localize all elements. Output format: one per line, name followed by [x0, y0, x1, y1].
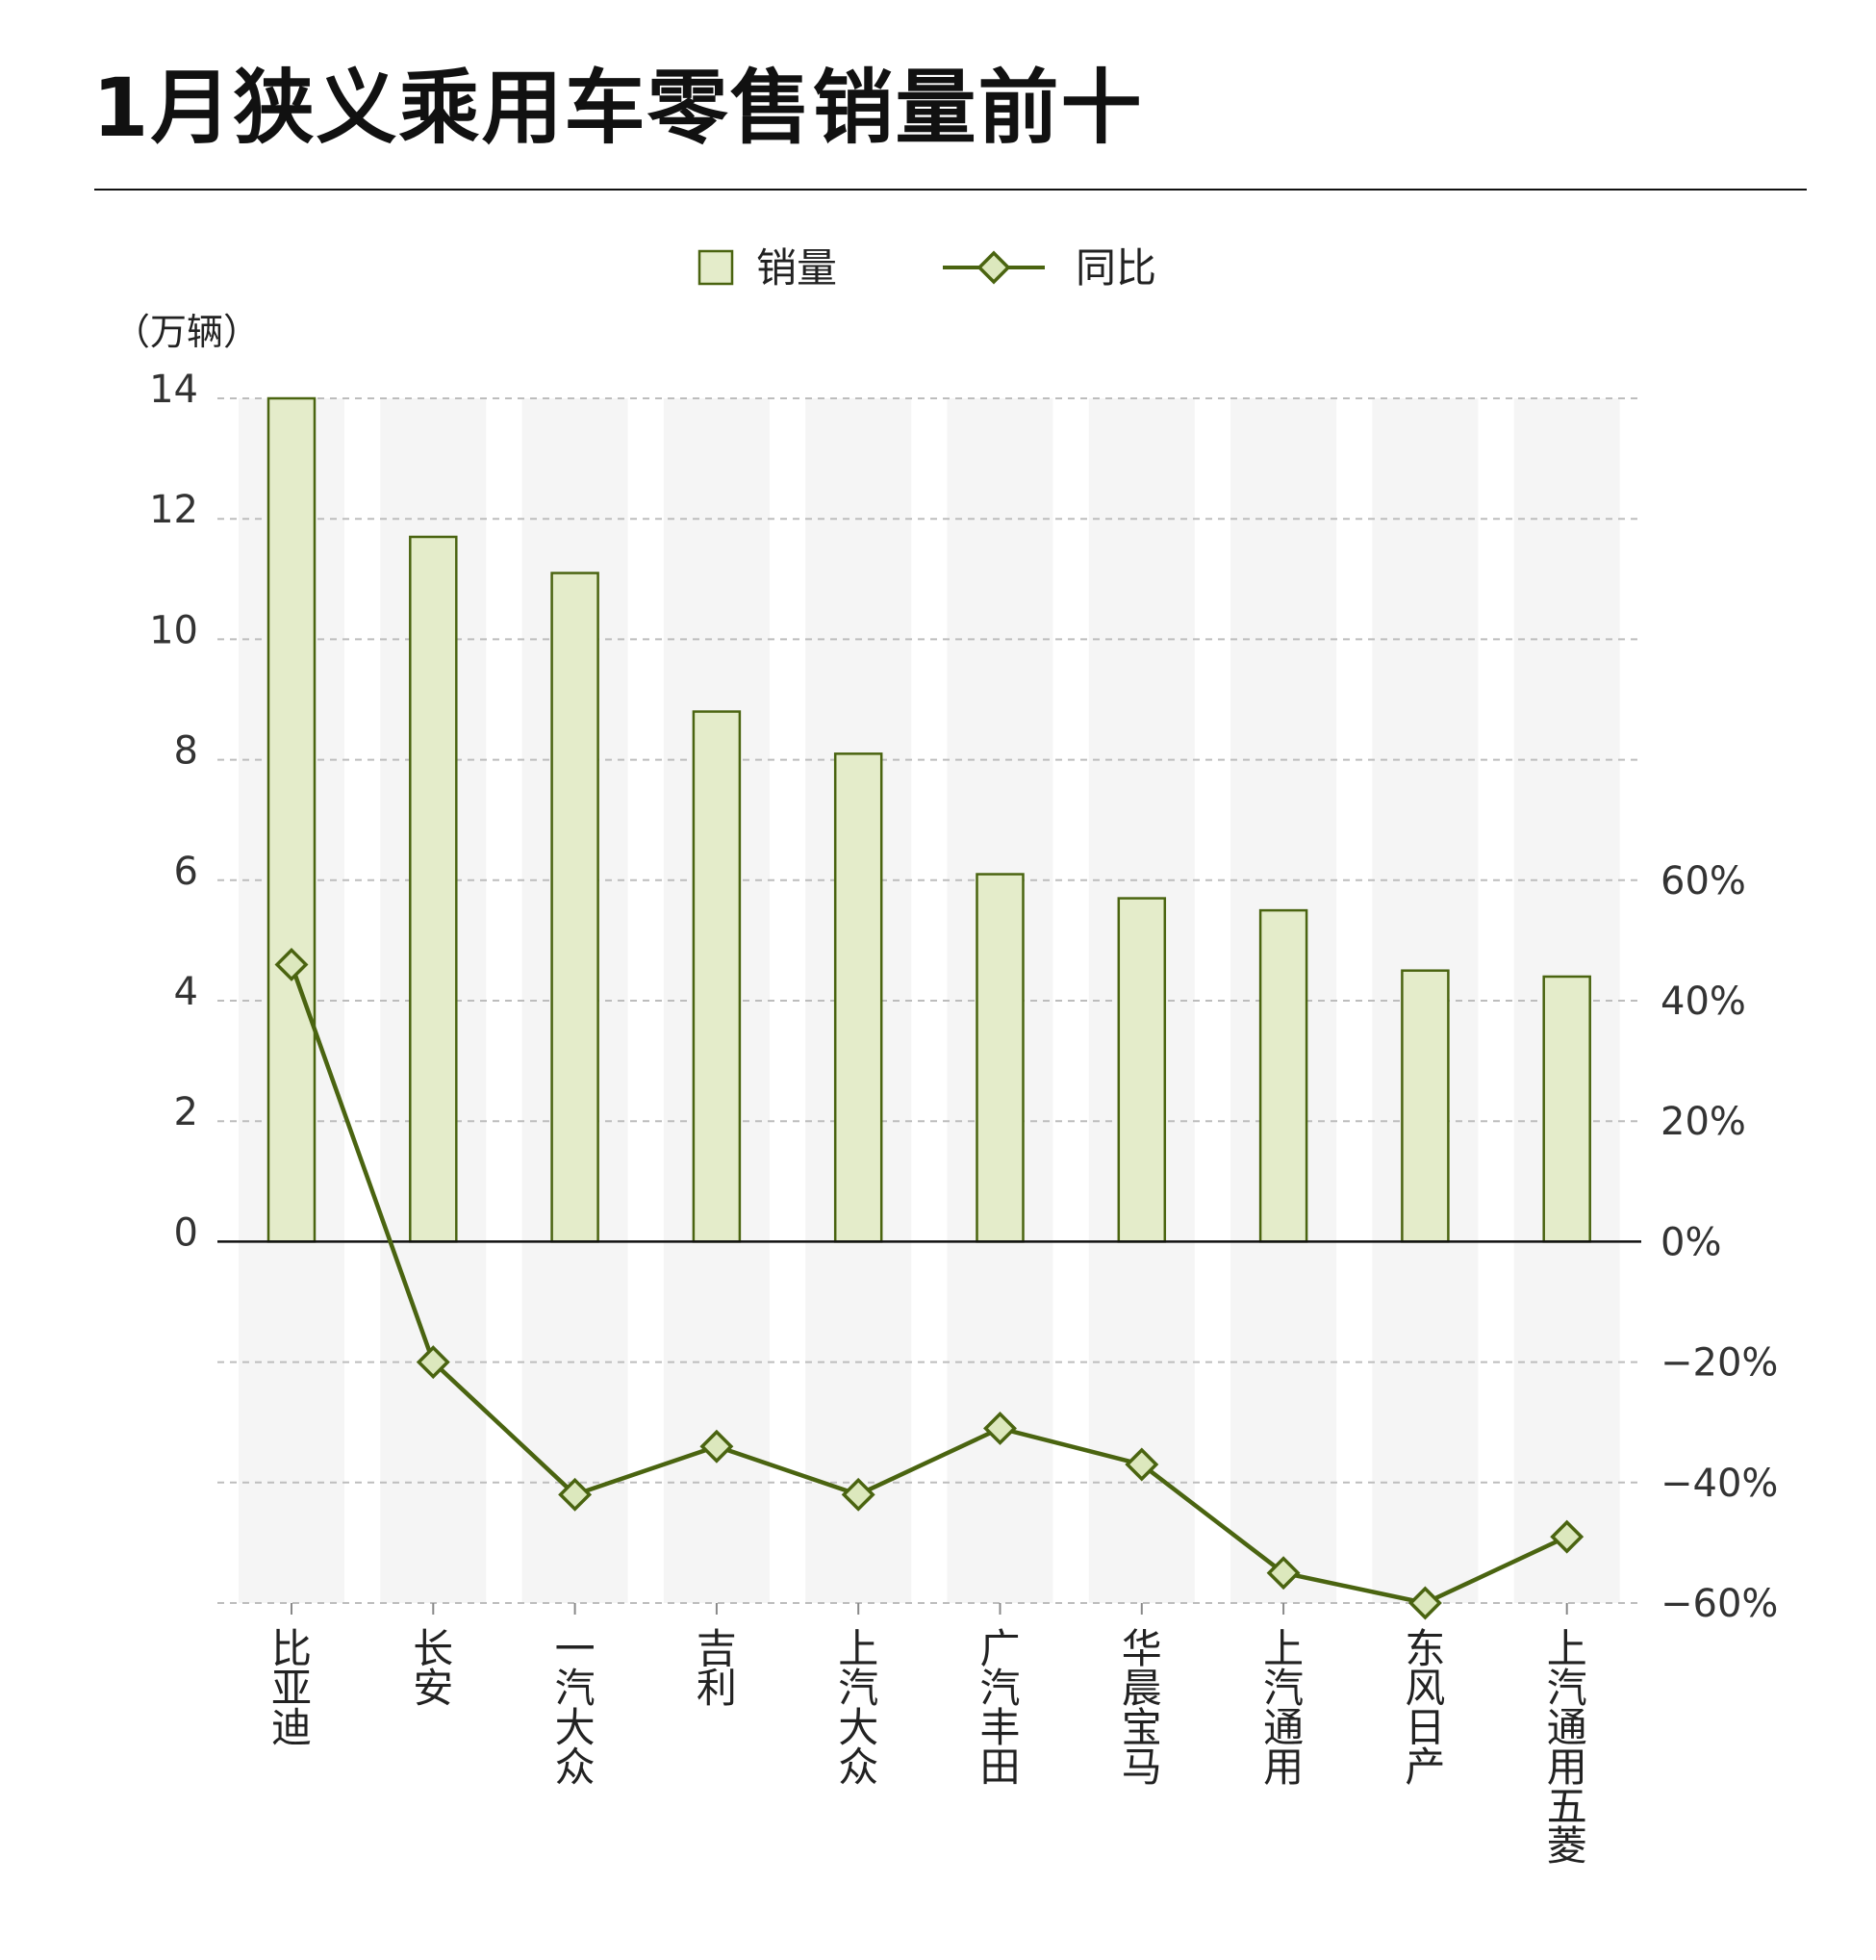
- bar: [976, 873, 1025, 1243]
- legend-line-label: 同比: [1076, 244, 1156, 292]
- bar: [692, 710, 742, 1243]
- right-tick-label: 60%: [1661, 859, 1746, 904]
- title-divider: [94, 189, 1807, 191]
- bar: [1117, 897, 1167, 1243]
- bar: [409, 535, 458, 1243]
- bar: [1542, 975, 1591, 1243]
- left-axis-ticks: 14 12 10 8 6 4 2 0: [149, 368, 198, 1255]
- yoy-marker: [1550, 1519, 1584, 1554]
- left-axis-unit: （万辆）: [114, 311, 260, 353]
- bar: [550, 572, 599, 1243]
- left-tick-label: 4: [174, 970, 198, 1014]
- right-tick-label: 0%: [1661, 1220, 1721, 1264]
- category-label: 长安: [413, 1625, 453, 1712]
- left-tick-label: 8: [174, 729, 198, 774]
- left-tick-label: 6: [174, 850, 198, 894]
- category-label: 东风日产: [1405, 1625, 1445, 1791]
- right-tick-label: −40%: [1661, 1462, 1778, 1506]
- category-label: 一汽大众: [555, 1625, 596, 1791]
- legend-line-marker: [976, 250, 1011, 285]
- bar: [1401, 969, 1450, 1243]
- chart-title: 1月狭义乘用车零售销量前十: [92, 61, 1144, 155]
- bar: [1258, 908, 1308, 1243]
- category-label: 吉利: [697, 1625, 737, 1712]
- left-tick-label: 14: [149, 368, 198, 412]
- category-label: 上汽通用五菱: [1547, 1625, 1587, 1870]
- left-tick-label: 2: [174, 1090, 198, 1134]
- yoy-marker: [558, 1477, 593, 1512]
- yoy-marker: [699, 1429, 734, 1464]
- bar: [833, 752, 883, 1243]
- category-labels: 比亚迪 长安 一汽大众 吉利 上汽大众 广汽丰田 华晨宝马 上汽通用 东风日产 上汽通用五菱: [271, 1625, 1587, 1870]
- left-tick-label: 0: [174, 1210, 198, 1255]
- yoy-marker: [1266, 1556, 1301, 1591]
- yoy-line: [289, 963, 1568, 1606]
- right-axis-ticks: 60% 40% 20% 0% −20% −40% −60%: [1661, 859, 1778, 1626]
- right-tick-label: 20%: [1661, 1100, 1746, 1144]
- bar: [266, 396, 317, 1243]
- right-tick-label: −20%: [1661, 1341, 1778, 1386]
- yoy-marker: [1125, 1447, 1159, 1482]
- x-axis-tick-marks: [291, 1603, 1568, 1615]
- legend-bar-label: 销量: [756, 244, 837, 292]
- category-label: 广汽丰田: [979, 1625, 1020, 1791]
- category-label: 华晨宝马: [1122, 1625, 1162, 1791]
- yoy-marker: [983, 1411, 1017, 1445]
- category-label: 比亚迪: [271, 1625, 312, 1751]
- yoy-marker: [841, 1477, 875, 1512]
- right-tick-label: −60%: [1661, 1582, 1778, 1626]
- yoy-marker: [1407, 1586, 1442, 1620]
- yoy-marker: [274, 947, 309, 981]
- yoy-marker: [416, 1345, 450, 1380]
- legend-bar-swatch: [697, 249, 734, 286]
- left-tick-label: 12: [149, 488, 198, 532]
- legend: 销量 同比: [697, 244, 1156, 292]
- category-label: 上汽通用: [1263, 1625, 1304, 1791]
- left-tick-label: 10: [149, 608, 198, 652]
- line-series: [274, 947, 1584, 1620]
- bar-series: [266, 396, 1591, 1243]
- category-label: 上汽大众: [838, 1625, 878, 1791]
- right-tick-label: 40%: [1661, 980, 1746, 1024]
